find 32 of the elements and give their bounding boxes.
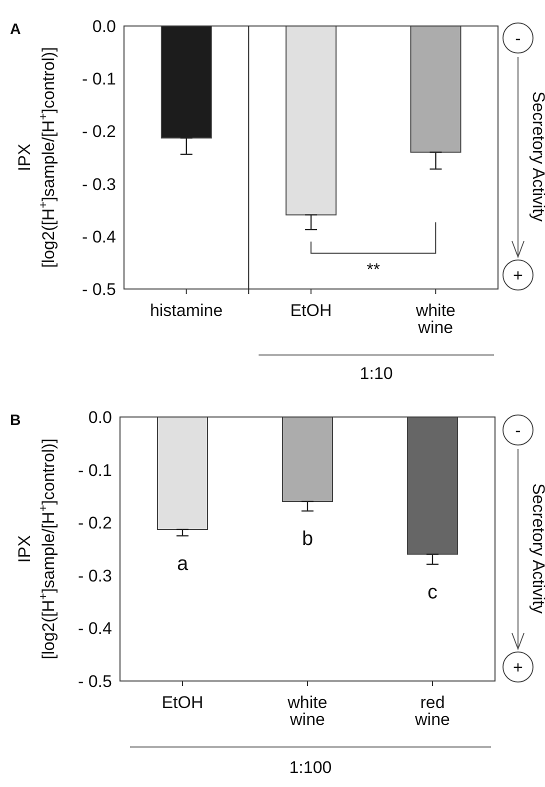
chart-title: A	[10, 21, 21, 38]
y-tick-label: - 0.3	[78, 566, 112, 586]
x-tick-label: EtOH	[162, 693, 204, 712]
annotation: **	[366, 260, 380, 280]
text: 1:10	[360, 364, 393, 383]
y-tick-label: - 0.5	[78, 672, 112, 692]
x-tick-label: EtOH	[290, 301, 332, 320]
x-tick-label: white wine	[414, 301, 456, 338]
y-tick-label: 0.0	[92, 17, 116, 36]
y-tick-label: - 0.2	[78, 514, 112, 533]
text: Secretory Activity	[529, 91, 545, 222]
y-tick-label: - 0.1	[78, 460, 112, 480]
text: +	[513, 266, 524, 285]
annotation: b	[302, 528, 314, 550]
annotation: a	[176, 552, 189, 575]
x-tick-label: histamine	[150, 301, 223, 320]
x-tick-label: white wine	[286, 693, 328, 730]
y-tick-label: - 0.1	[82, 70, 116, 89]
text: 1:100	[289, 758, 332, 777]
text: Secretory Activity	[529, 483, 545, 614]
y-tick-label: - 0.5	[82, 280, 116, 300]
x-tick-label: red wine	[414, 693, 450, 730]
y-tick-label: - 0.4	[78, 619, 112, 638]
y-tick-label: - 0.4	[82, 227, 116, 246]
text: +	[513, 658, 524, 677]
text: -	[515, 421, 521, 440]
text: -	[515, 29, 521, 48]
y-tick-label: - 0.3	[82, 174, 116, 194]
chart-title: B	[10, 412, 21, 429]
y-tick-label: - 0.2	[82, 122, 116, 142]
y-tick-label: 0.0	[88, 408, 112, 428]
annotation: c	[428, 581, 438, 604]
